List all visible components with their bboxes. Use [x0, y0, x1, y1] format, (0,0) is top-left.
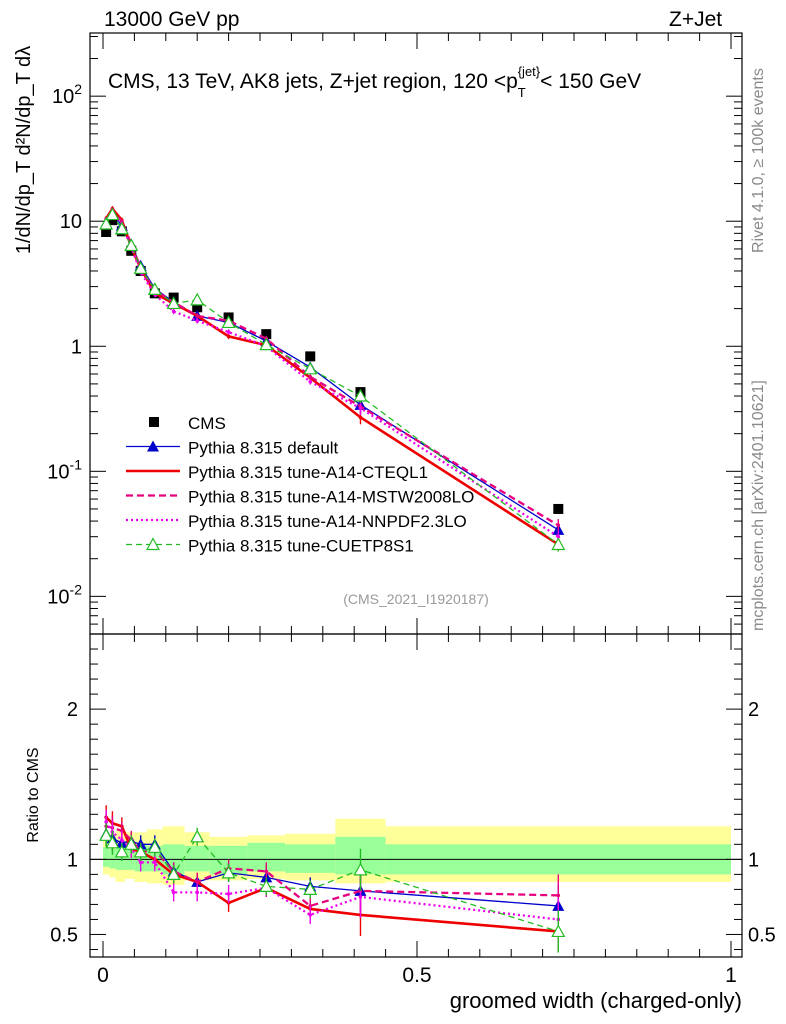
process-label: Z+Jet — [669, 8, 723, 31]
mc-point — [147, 282, 162, 295]
ratio-point — [105, 835, 120, 849]
mc-point — [114, 221, 129, 235]
ratio-y-tick-label: 2 — [67, 699, 78, 721]
ratio-band-inner — [109, 848, 116, 869]
mc-point — [303, 361, 318, 375]
x-tick-label: 0.5 — [402, 964, 431, 987]
mc-point — [226, 334, 231, 339]
mc-point — [556, 523, 561, 528]
cms-data-point — [305, 351, 316, 362]
mc-point — [226, 330, 231, 334]
ratio-point — [353, 862, 368, 876]
ratio-y-tick-label-right: 1 — [748, 849, 759, 871]
ratio-y-axis-label: Ratio to CMS — [25, 747, 42, 842]
ratio-point — [259, 879, 274, 892]
ratio-point — [195, 880, 199, 884]
x-tick-label: 0 — [97, 964, 109, 987]
y-tick-label: 10-2 — [47, 581, 82, 608]
ratio-band-inner — [124, 844, 135, 870]
ratio-y-tick-label: 0.5 — [50, 924, 78, 946]
ratio-point — [138, 860, 143, 865]
mc-point — [556, 534, 561, 539]
ratio-point — [124, 837, 139, 850]
cms-data-point — [192, 302, 203, 313]
legend-label: Pythia 8.315 tune-A14-MSTW2008LO — [188, 488, 474, 507]
ratio-point — [308, 913, 313, 917]
ratio-point — [221, 865, 236, 879]
energy-label: 13000 GeV pp — [104, 8, 240, 31]
mc-point — [308, 374, 313, 379]
cms-data-point — [261, 329, 272, 340]
mc-point — [133, 261, 148, 274]
legend-marker — [145, 537, 161, 551]
ratio-point — [99, 828, 114, 841]
cms-data-point — [553, 503, 564, 514]
ratio-point — [104, 819, 108, 824]
ratio-point — [166, 867, 181, 880]
chart-title: CMS, 13 TeV, AK8 jets, Z+jet region, 120… — [108, 64, 641, 100]
mc-point — [124, 238, 139, 252]
x-tick-label: 1 — [725, 964, 737, 987]
analysis-id: (CMS_2021_I1920187) — [343, 591, 489, 607]
ratio-frame — [89, 633, 743, 958]
y-axis-label: 1/dN/dp_T d²N/dp_T dλ — [13, 46, 35, 254]
y-tick-label: 10 — [60, 211, 82, 233]
ratio-point — [195, 890, 199, 895]
legend-label: Pythia 8.315 tune-A14-NNPDF2.3LO — [188, 512, 467, 531]
mc-point — [308, 379, 313, 384]
ratio-point — [153, 860, 157, 865]
ratio-point — [120, 838, 124, 842]
mc-point — [105, 207, 120, 221]
ratio-band-inner — [103, 847, 110, 867]
mc-point — [353, 388, 368, 402]
y-tick-label: 1 — [71, 336, 82, 358]
mc-point — [259, 337, 274, 351]
legend-label: Pythia 8.315 default — [188, 439, 339, 458]
ratio-point — [551, 924, 566, 938]
ratio-y-tick-label-right: 0.5 — [748, 924, 776, 946]
x-axis-label: groomed width (charged-only) — [450, 988, 742, 1013]
ratio-y-tick-label: 1 — [67, 849, 78, 871]
ratio-point — [556, 893, 561, 898]
ratio-point — [264, 869, 269, 874]
ratio-y-tick-label-right: 2 — [748, 699, 759, 721]
mc-point — [358, 415, 363, 420]
mc-point — [221, 315, 236, 329]
mc-point — [166, 296, 181, 310]
ratio-point — [133, 844, 148, 858]
mc-point — [358, 406, 363, 410]
legend-label: Pythia 8.315 tune-A14-CTEQL1 — [188, 463, 428, 482]
ratio-point — [226, 892, 231, 896]
mc-point — [195, 314, 199, 318]
mc-point — [551, 537, 566, 551]
legend-marker — [149, 417, 159, 427]
legend-label: Pythia 8.315 tune-CUETP8S1 — [188, 537, 414, 556]
mc-point — [190, 292, 205, 306]
series-line — [105, 211, 559, 531]
y-tick-label: 10-1 — [47, 456, 82, 483]
cms-data-point — [101, 226, 112, 237]
ratio-point — [358, 895, 363, 899]
mc-point — [99, 216, 114, 230]
ratio-point — [114, 844, 129, 858]
y-tick-label: 102 — [52, 81, 82, 108]
mc-point — [195, 318, 199, 323]
mc-point — [171, 309, 176, 314]
legend-label: CMS — [188, 414, 226, 433]
ratio-point — [190, 829, 205, 843]
ratio-point — [171, 890, 176, 895]
legend-marker — [147, 440, 159, 452]
ratio-point — [303, 882, 318, 895]
ratio-point — [147, 840, 162, 853]
ratio-band-inner — [285, 844, 336, 873]
